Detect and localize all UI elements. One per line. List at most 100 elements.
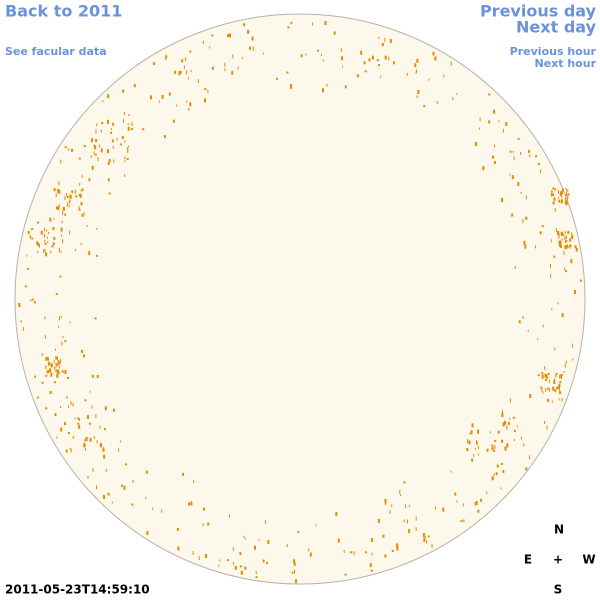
facula <box>47 361 50 366</box>
facula <box>24 285 27 288</box>
facula <box>57 360 60 365</box>
facula <box>482 166 485 171</box>
facula <box>378 64 380 67</box>
facula <box>240 570 243 575</box>
back-link[interactable]: Back to 2011 <box>5 2 122 21</box>
facula <box>49 217 52 222</box>
facula <box>69 194 72 199</box>
facula <box>326 83 328 87</box>
facula <box>108 159 111 162</box>
facula <box>69 205 71 208</box>
facula <box>561 375 562 380</box>
facula <box>434 506 436 510</box>
facula <box>57 371 60 375</box>
facula <box>500 487 502 490</box>
facula <box>84 399 87 402</box>
facula <box>305 53 307 56</box>
facula <box>94 145 97 150</box>
facula <box>44 239 46 243</box>
facula <box>47 370 50 373</box>
next-hour-link[interactable]: Next hour <box>535 57 597 70</box>
facula <box>99 425 101 429</box>
facula <box>58 325 60 328</box>
facula <box>294 569 295 574</box>
facula <box>290 21 293 24</box>
facula <box>443 74 445 78</box>
facula <box>96 440 98 444</box>
facula <box>29 234 31 238</box>
facula <box>456 93 458 96</box>
facula <box>476 440 477 445</box>
facula <box>49 368 52 373</box>
facula <box>55 348 56 351</box>
facula <box>80 349 83 353</box>
facula <box>518 320 521 324</box>
facula <box>572 358 574 361</box>
facula <box>124 156 126 160</box>
facula <box>558 235 560 240</box>
facula <box>554 347 556 351</box>
facula <box>454 492 457 496</box>
facula <box>61 220 63 224</box>
facula <box>145 497 147 500</box>
facula <box>127 126 130 131</box>
facula <box>490 431 491 434</box>
facula <box>509 150 512 153</box>
facula <box>382 534 385 538</box>
facula <box>522 219 524 224</box>
facula <box>227 34 230 37</box>
facular-link[interactable]: See facular data <box>5 45 107 58</box>
previous-hour-link[interactable]: Previous hour <box>510 45 597 58</box>
facula <box>70 400 72 405</box>
facula <box>174 70 177 74</box>
facula <box>554 188 557 191</box>
facula <box>50 372 53 377</box>
facula <box>523 240 526 245</box>
facula <box>69 230 71 235</box>
facula <box>471 458 474 462</box>
facula <box>112 146 114 149</box>
facula <box>553 196 555 199</box>
facula <box>384 501 386 506</box>
facula <box>166 55 168 59</box>
facula <box>34 301 36 304</box>
facula <box>551 239 553 243</box>
facula <box>287 26 290 29</box>
facula <box>82 187 84 191</box>
facula <box>90 155 92 158</box>
facula <box>163 135 166 139</box>
facula <box>574 290 576 294</box>
next-day-link[interactable]: Next day <box>516 18 597 37</box>
facula <box>103 454 106 459</box>
facula <box>469 432 471 435</box>
facula <box>561 398 563 402</box>
facula <box>552 201 555 205</box>
facula <box>559 391 562 395</box>
facula <box>31 298 34 301</box>
facula <box>548 379 550 383</box>
facula <box>165 54 167 58</box>
facula <box>193 480 195 484</box>
facula <box>389 510 391 514</box>
facula <box>501 462 503 465</box>
previous-day-link[interactable]: Previous day <box>480 2 597 21</box>
facula <box>498 120 500 123</box>
facula <box>116 137 118 141</box>
facula <box>27 230 30 234</box>
facula <box>80 202 83 206</box>
facula <box>399 489 401 494</box>
facula <box>535 245 536 249</box>
facula <box>78 206 80 210</box>
facula <box>468 440 471 445</box>
facula <box>207 89 209 93</box>
facula <box>547 372 550 375</box>
facula <box>422 533 425 537</box>
facula <box>71 148 73 152</box>
facula <box>62 211 64 216</box>
facula <box>479 127 481 130</box>
facula <box>204 554 207 559</box>
facula <box>58 248 60 252</box>
facula <box>553 380 556 384</box>
facula <box>550 274 552 279</box>
facula <box>95 254 98 257</box>
